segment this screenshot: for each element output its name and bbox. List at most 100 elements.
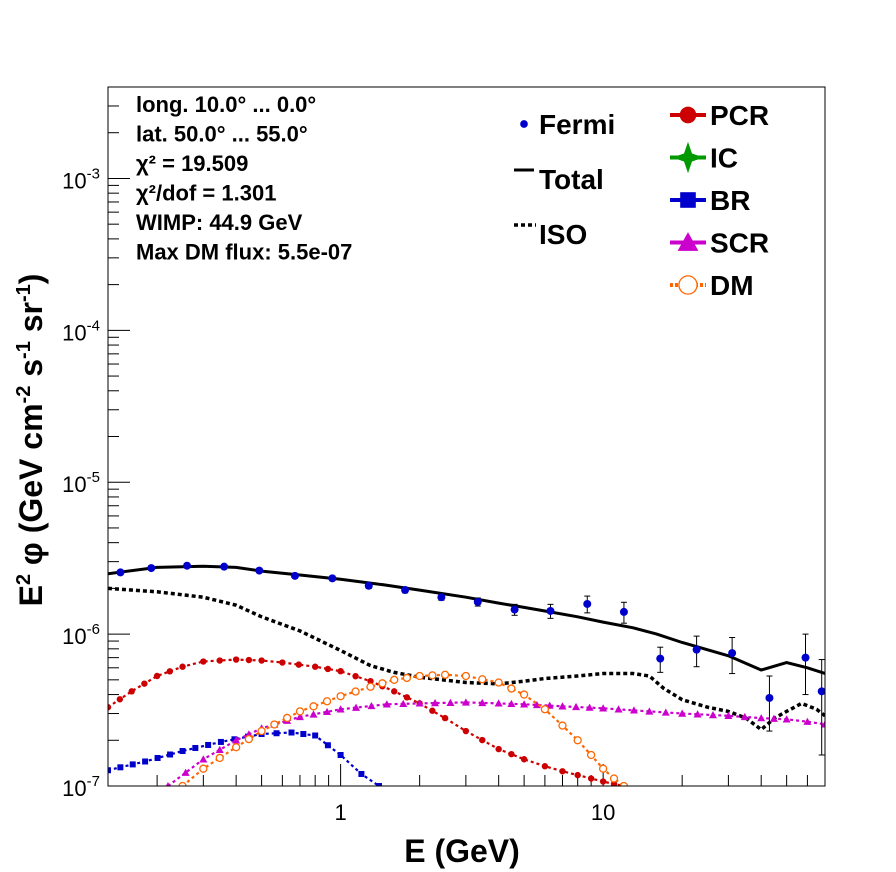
legend-left: Fermi Total ISO [514,109,615,250]
dm-point [440,670,450,679]
br-point [117,764,124,771]
fermi-point [255,566,264,575]
pcr-point [216,657,223,664]
legend-item-pcr: PCR [670,100,769,131]
legend-label: ISO [539,219,587,250]
pcr-point [153,672,161,680]
br-point [288,729,295,736]
info-line: χ²/dof = 1.301 [136,181,276,206]
dm-point [540,705,550,714]
pcr-point [495,745,502,753]
pcr-point [520,756,528,763]
scr-point [181,768,190,776]
pcr-point [587,775,595,782]
fermi-point [220,562,229,571]
legend-label: DM [710,270,754,301]
legend-item-iso: ISO [514,219,587,250]
pcr-point [574,771,581,779]
scr-line [167,701,825,786]
dm-point [415,671,424,681]
dm-point [231,743,241,752]
pcr-point [179,663,186,670]
pcr-point [108,704,112,711]
legend-label: Fermi [539,109,615,140]
pcr-point [311,663,319,670]
pcr-line [108,658,625,786]
scr-point [336,705,345,713]
legend-label: BR [710,185,750,216]
br-line [108,731,380,786]
dm-point [598,764,608,773]
dm-point [215,753,224,763]
pcr-point [295,661,302,668]
fermi-point [328,574,337,583]
scr-point [520,700,529,708]
dm-point [309,702,318,711]
dm-point [494,678,503,687]
scr-point [352,703,361,711]
scr-point [645,707,654,715]
legend-label: Total [539,164,604,195]
info-line: χ² = 19.509 [136,151,248,176]
pcr-point [541,763,549,770]
scr-point [585,703,594,711]
scr-point [769,714,778,722]
scr-point [215,745,224,753]
scr-point [323,707,332,716]
dm-point [322,697,332,706]
fermi-point [183,561,192,570]
fermi-point [290,571,299,580]
legend-marker [679,106,697,124]
fermi-point [656,654,665,663]
annotations: 1 10 10-7 10-6 10-5 10-4 10-3 E (GeV) E2 φ (GeV … [13,92,769,869]
legend-right: PCR IC BR SCR DM [670,100,769,301]
br-point [375,783,382,786]
scr-point [431,699,440,707]
pcr-point [116,696,124,703]
pcr-point [245,656,253,664]
scr-point [599,704,608,712]
pcr-point [391,688,398,695]
dm-point [199,764,208,773]
dm-point [478,675,487,684]
dm-point [244,734,254,744]
info-line: WIMP: 44.9 GeV [136,210,303,235]
fermi-point [765,693,774,702]
fermi-point [546,606,555,615]
fermi-point [473,597,482,606]
scr-point [494,699,503,707]
dm-point [390,675,399,684]
dm-point [586,750,596,760]
scr-point [708,711,717,719]
scr-point [803,717,812,725]
pcr-point [599,778,607,785]
br-point [167,751,174,758]
scr-point [295,712,304,721]
pcr-point [462,727,470,735]
pcr-point [128,688,135,695]
fermi-point [364,581,373,590]
br-point [205,741,212,748]
pcr-point [324,665,332,673]
scr-point [724,711,733,719]
plot-frame [107,86,826,787]
fermi-point [401,586,410,595]
info-box: long. 10.0° ... 0.0° lat. 50.0° ... 55.0°… [136,92,352,265]
scr-point [661,708,670,716]
dm-point [461,671,471,681]
scr-point [309,710,318,718]
dm-point [178,781,187,786]
fermi-point [147,564,156,573]
scr-point [507,699,516,708]
fermi-point [510,605,519,614]
scr-point [399,699,408,708]
fermi-point [116,568,125,577]
br-point [324,742,331,749]
y-tick-label: 10-4 [62,317,100,345]
br-point [192,744,199,751]
scr-point [558,702,567,710]
x-axis-title: E (GeV) [404,833,520,869]
dm-point [507,684,516,693]
pcr-point [352,672,359,680]
fermi-point [692,645,701,654]
